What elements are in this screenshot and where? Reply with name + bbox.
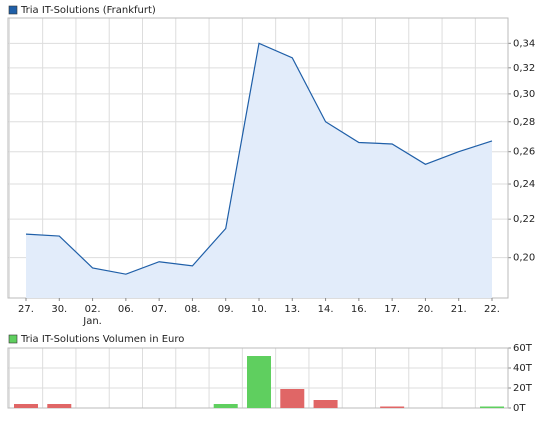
y-tick-label: 60T	[513, 343, 533, 354]
volume-bar	[313, 400, 338, 408]
x-tick-label: 07.	[151, 304, 167, 315]
x-tick-label: 30.	[51, 304, 67, 315]
y-tick-label: 0,20	[513, 253, 535, 264]
y-tick-label: 0,26	[513, 147, 535, 158]
volume-bar	[480, 406, 504, 408]
x-tick-label: 21.	[451, 304, 467, 315]
x-tick-label: 17.	[384, 304, 400, 315]
volume-bar	[47, 404, 72, 408]
y-tick-label: 0,32	[513, 63, 535, 74]
area-fill	[26, 43, 492, 298]
volume-bar	[14, 404, 38, 408]
x-tick-label: 08.	[184, 304, 200, 315]
y-tick-label: 0,34	[513, 38, 535, 49]
y-tick-label: 0,24	[513, 179, 535, 190]
x-tick-label: 09.	[218, 304, 234, 315]
y-tick-label: 20T	[513, 383, 533, 394]
volume-bar	[247, 356, 271, 408]
volume-bar	[213, 404, 238, 408]
legend-label: Tria IT-Solutions Volumen in Euro	[20, 334, 184, 345]
x-tick-label: 16.	[351, 304, 367, 315]
x-tick-label: 22.	[484, 304, 500, 315]
y-tick-label: 0,22	[513, 214, 535, 225]
y-tick-label: 0,28	[513, 117, 535, 128]
x-tick-label: 27.	[18, 304, 34, 315]
x-annotation: Jan.	[82, 316, 102, 327]
x-tick-label: 14.	[318, 304, 334, 315]
legend-swatch	[8, 5, 18, 15]
y-tick-label: 0T	[513, 403, 526, 414]
legend-swatch	[8, 334, 18, 344]
legend-label: Tria IT-Solutions (Frankfurt)	[20, 5, 156, 16]
x-tick-label: 13.	[284, 304, 300, 315]
y-tick-label: 0,30	[513, 89, 535, 100]
volume-bar	[380, 406, 405, 408]
x-tick-label: 10.	[251, 304, 267, 315]
volume-bar	[280, 389, 305, 408]
price-line	[25, 42, 493, 275]
x-tick-label: 02.	[85, 304, 101, 315]
x-tick-label: 06.	[118, 304, 134, 315]
y-tick-label: 40T	[513, 363, 533, 374]
x-tick-label: 20.	[417, 304, 433, 315]
